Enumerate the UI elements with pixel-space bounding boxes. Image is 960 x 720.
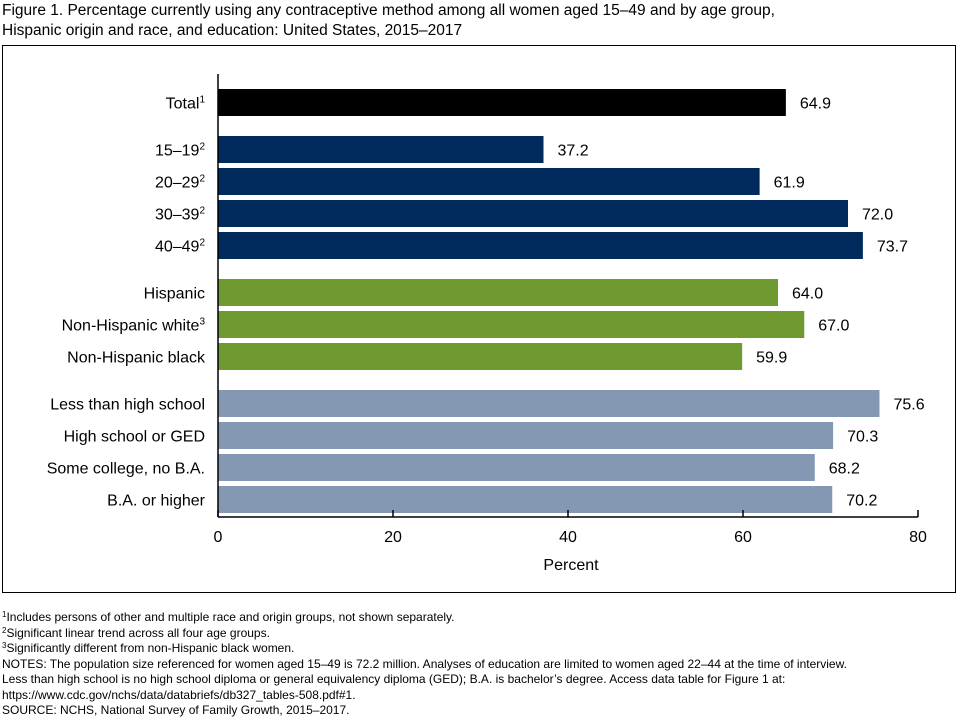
figure-title-line-2: Hispanic origin and race, and education:… (2, 22, 463, 39)
value-label-15-19: 37.2 (558, 143, 589, 160)
footnote-1: 1Includes persons of other and multiple … (2, 610, 958, 626)
value-label-b-a-or-higher: 70.2 (846, 493, 877, 510)
value-label-high-school-or-ged: 70.3 (847, 429, 878, 446)
notes-line-2: Less than high school is no high school … (2, 672, 786, 686)
category-label-40-49: 40–492 (155, 238, 206, 256)
x-tick-label-40: 40 (559, 529, 577, 546)
category-label-less-than-high-school: Less than high school (50, 397, 205, 414)
bars-layer: Total1 64.9 15–192 37.2 20–292 61.9 30–392 72.0… (47, 89, 925, 513)
source-line: SOURCE: NCHS, National Survey of Family … (2, 703, 350, 717)
x-tick-label-0: 0 (214, 529, 223, 546)
value-label-hispanic: 64.0 (792, 286, 823, 303)
bar-non-hispanic-black (218, 343, 743, 370)
category-label-hispanic: Hispanic (144, 286, 205, 303)
value-label-some-college-no-b-a: 68.2 (829, 461, 860, 478)
value-label-30-39: 72.0 (862, 207, 893, 224)
value-label-total: 64.9 (800, 96, 831, 113)
bar-total (218, 89, 786, 116)
bar-30-39 (218, 200, 848, 227)
footnotes-block: 1Includes persons of other and multiple … (2, 610, 958, 719)
footnote-2-text: Significant linear trend across all four… (6, 625, 270, 640)
bar-less-than-high-school (218, 390, 880, 417)
category-label-15-19: 15–192 (155, 142, 206, 160)
category-label-non-hispanic-white: Non-Hispanic white3 (62, 317, 206, 335)
bar-high-school-or-ged (218, 422, 834, 449)
chart-frame (2, 45, 956, 593)
bar-hispanic (218, 279, 778, 306)
footnote-2-marker: 2 (2, 625, 7, 635)
category-label-total: Total1 (166, 95, 206, 113)
value-label-non-hispanic-white: 67.0 (818, 318, 849, 335)
x-tick-label-80: 80 (909, 529, 927, 546)
figure-title-line-1: Figure 1. Percentage currently using any… (2, 2, 775, 19)
bar-non-hispanic-white (218, 311, 805, 338)
category-label-20-29: 20–292 (155, 174, 206, 192)
bar-15-19 (218, 136, 544, 163)
axis-layer: 0 20 40 60 80 (214, 74, 927, 546)
notes-line-1: NOTES: The population size referenced fo… (2, 656, 847, 671)
footnote-2: 2Significant linear trend across all fou… (2, 626, 958, 642)
category-label-some-college-no-b-a: Some college, no B.A. (47, 461, 205, 478)
value-label-less-than-high-school: 75.6 (894, 397, 925, 414)
notes-line-3: https://www.cdc.gov/nchs/data/databriefs… (2, 687, 356, 702)
x-tick-label-20: 20 (384, 529, 402, 546)
figure-title: Figure 1. Percentage currently using any… (2, 1, 952, 41)
footnote-3-marker: 3 (2, 641, 7, 650)
value-label-20-29: 61.9 (774, 175, 805, 192)
footnote-1-marker: 1 (2, 610, 7, 619)
bar-40-49 (218, 232, 863, 259)
bar-b-a-or-higher (218, 486, 833, 513)
category-label-b-a-or-higher: B.A. or higher (107, 493, 206, 510)
footnote-3: 3Significantly different from non-Hispan… (2, 641, 958, 657)
x-tick-label-60: 60 (734, 529, 752, 546)
value-label-non-hispanic-black: 59.9 (756, 350, 787, 367)
bar-chart: Total1 64.9 15–192 37.2 20–292 61.9 30–392 72.0… (47, 74, 927, 574)
bar-20-29 (218, 168, 760, 195)
bar-some-college-no-b-a (218, 454, 815, 481)
category-label-30-39: 30–392 (155, 206, 206, 224)
footnote-1-text: Includes persons of other and multiple r… (6, 610, 455, 624)
category-label-non-hispanic-black: Non-Hispanic black (67, 350, 206, 367)
value-label-40-49: 73.7 (877, 239, 908, 256)
footnote-3-text: Significantly different from non-Hispani… (6, 641, 295, 655)
category-label-high-school-or-ged: High school or GED (64, 429, 205, 446)
x-axis-label: Percent (543, 557, 599, 574)
